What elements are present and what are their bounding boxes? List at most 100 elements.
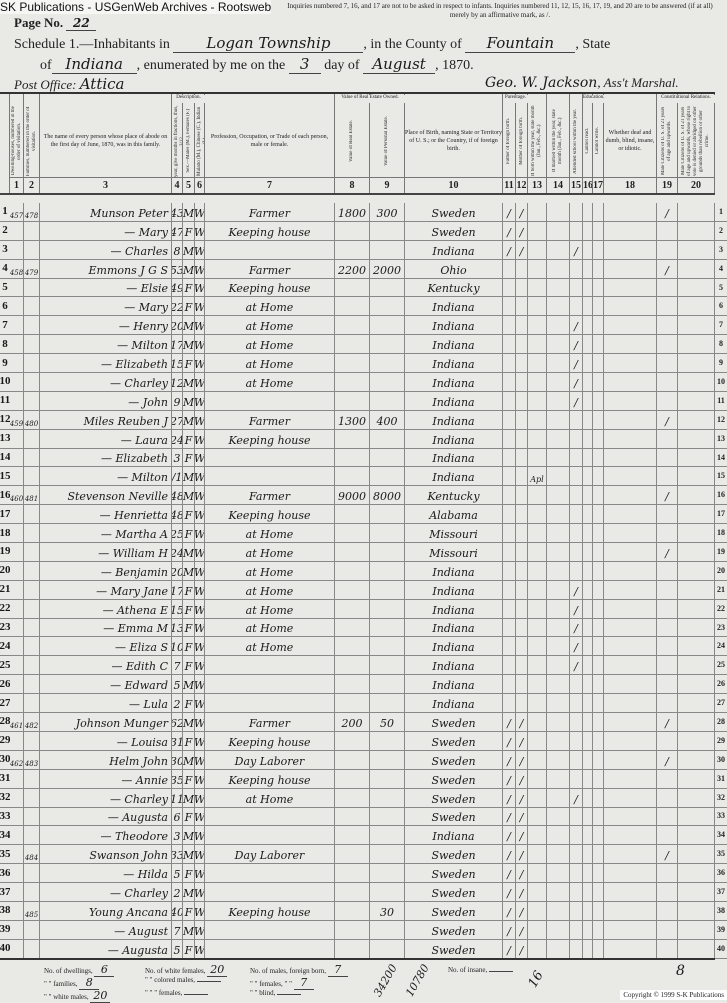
line-number-right: 32 [717, 792, 725, 802]
empty-cell [583, 901, 593, 920]
empty-cell [503, 316, 516, 335]
column-header-3: The name of every person whose place of … [40, 94, 172, 193]
real-estate-value [335, 637, 370, 656]
real-estate-value [335, 920, 370, 939]
month-value: August [363, 55, 436, 74]
person-name: — Elsie [40, 278, 172, 297]
mark-col-15: / [570, 373, 583, 391]
copyright: Copyright © 1999 S-K Publications [620, 990, 727, 1000]
females-foreign-label: " " females, " " [250, 980, 292, 988]
table-row: 5 — Elsie49FWKeeping house Kentucky 5 [0, 278, 727, 298]
empty-cell [583, 769, 593, 788]
column-number: 13 [528, 177, 546, 191]
post-office-label: Post Office: [14, 77, 77, 92]
personal-estate-value [370, 599, 405, 618]
column-number: 6 [195, 177, 204, 191]
empty-cell [678, 788, 715, 807]
empty-cell [583, 240, 593, 259]
empty-cell [570, 694, 583, 713]
empty-cell [657, 391, 678, 410]
empty-cell [516, 561, 528, 580]
line-number: 6 [2, 299, 8, 312]
empty-cell [528, 561, 547, 580]
empty-cell [528, 203, 547, 221]
empty-cell [528, 486, 547, 505]
instructions: Inquiries numbered 7, 16, and 17 are not… [287, 2, 713, 19]
line-number-right: 40 [717, 943, 725, 953]
table-row: 9 — Elizabeth15FWat Home Indiana / 9 [0, 354, 727, 374]
empty-cell [657, 373, 678, 391]
empty-cell [604, 826, 657, 845]
empty-cell [516, 373, 528, 391]
dwelling-number [10, 939, 24, 958]
real-estate-value [335, 675, 370, 694]
empty-cell [583, 713, 593, 731]
empty-cell [503, 467, 516, 486]
mark-col-12: / [516, 883, 528, 901]
occupation: Farmer [205, 410, 335, 429]
empty-cell [583, 599, 593, 618]
empty-cell [547, 505, 570, 524]
mark-col-12: / [516, 920, 528, 939]
column-header-text: If born within the year, state month (Ja… [531, 105, 543, 177]
empty-cell [604, 316, 657, 335]
color: W [195, 316, 205, 335]
occupation: Keeping house [205, 731, 335, 750]
real-estate-value [335, 580, 370, 599]
empty-cell [593, 297, 604, 316]
color: W [195, 618, 205, 637]
column-number: 18 [604, 177, 656, 191]
empty-cell [593, 203, 604, 221]
dwelling-number [10, 675, 24, 694]
empty-cell [604, 637, 657, 656]
empty-cell [604, 297, 657, 316]
empty-cell [593, 505, 604, 524]
white-males-value: 20 [90, 989, 111, 1003]
real-estate-value [335, 524, 370, 543]
column-header-1: Dwelling-houses, numbered in the order o… [10, 94, 24, 193]
sex: F [183, 656, 195, 675]
sex: M [183, 486, 195, 505]
empty-cell [604, 524, 657, 543]
dwelling-number [10, 694, 24, 713]
empty-cell [593, 278, 604, 297]
birthplace: Indiana [405, 429, 503, 448]
occupation [205, 656, 335, 675]
mark-col-12: / [516, 731, 528, 750]
sex: F [183, 599, 195, 618]
empty-cell [678, 864, 715, 883]
empty-cell [583, 335, 593, 354]
column-header-text: Place of Birth, naming State or Territor… [405, 105, 502, 177]
empty-cell [547, 675, 570, 694]
empty-cell [593, 524, 604, 543]
sex: F [183, 637, 195, 656]
mark-col-15: / [570, 637, 583, 656]
empty-cell [593, 354, 604, 373]
age: 5 [172, 939, 183, 958]
family-number [24, 769, 40, 788]
empty-cell [583, 524, 593, 543]
birthplace: Ohio [405, 259, 503, 278]
person-name: — Martha A [40, 524, 172, 543]
line-number-right: 24 [717, 641, 725, 651]
table-row: 39— August7MWSweden//39 [0, 920, 727, 940]
age: 17 [172, 335, 183, 354]
mark-col-11: / [503, 883, 516, 901]
birthplace: Sweden [405, 939, 503, 958]
personal-estate-value [370, 354, 405, 373]
empty-cell [678, 883, 715, 901]
empty-cell [516, 354, 528, 373]
page-number: Page No. 22 [14, 15, 97, 31]
empty-cell [547, 694, 570, 713]
line-number: 27 [0, 696, 10, 709]
birthplace: Indiana [405, 391, 503, 410]
color: W [195, 278, 205, 297]
empty-cell [528, 599, 547, 618]
family-number [24, 448, 40, 467]
color: W [195, 939, 205, 958]
empty-cell [547, 259, 570, 278]
empty-cell [583, 694, 593, 713]
empty-cell [593, 373, 604, 391]
empty-cell [547, 391, 570, 410]
column-header-text: Cannot write. [595, 105, 601, 177]
